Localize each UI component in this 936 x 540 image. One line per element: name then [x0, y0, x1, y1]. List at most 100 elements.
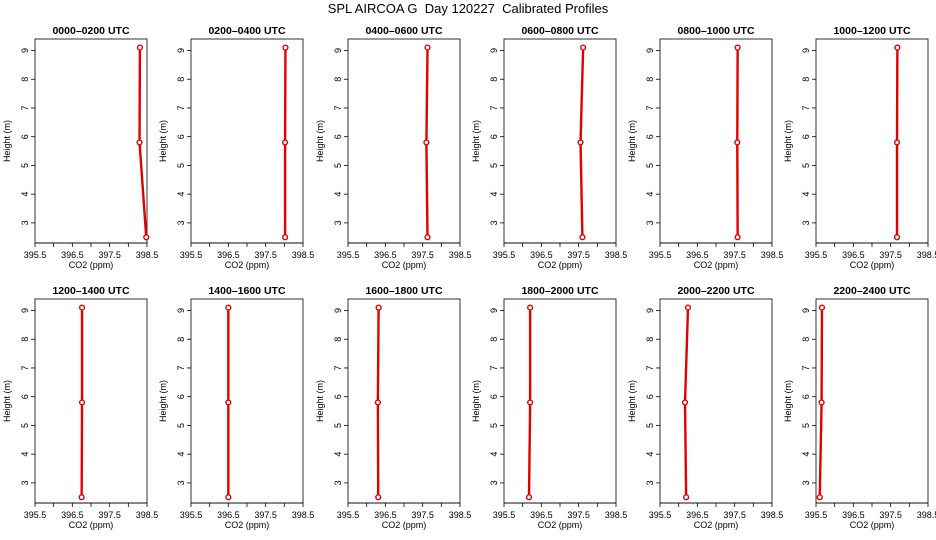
- x-tick-label: 395.5: [180, 250, 203, 260]
- y-tick-label: 3: [20, 480, 30, 485]
- x-tick-label: 397.5: [567, 250, 590, 260]
- profile-panel: 2200–2400 UTC 395.5 396.5 397.5 398.5 CO2 (pp…: [783, 285, 936, 530]
- plot-frame: [815, 298, 929, 504]
- x-axis-label: CO2 (ppm): [69, 260, 114, 270]
- y-tick-label: 5: [20, 423, 30, 428]
- x-tick-label: 397.5: [723, 250, 746, 260]
- panel-title: 0000–0200 UTC: [52, 25, 129, 37]
- x-tick-label: 398.5: [136, 510, 159, 520]
- x-tick-label: 395.5: [649, 250, 672, 260]
- y-tick-label: 9: [801, 48, 811, 53]
- y-tick-label: 5: [176, 163, 186, 168]
- x-tick-label: 395.5: [805, 510, 828, 520]
- y-tick-label: 3: [333, 220, 343, 225]
- y-tick-label: 6: [176, 394, 186, 399]
- data-point: [818, 399, 825, 406]
- y-tick-label: 5: [20, 163, 30, 168]
- data-point: [681, 399, 689, 406]
- x-tick-label: 395.5: [805, 250, 828, 260]
- x-tick-label: 397.5: [411, 250, 434, 260]
- x-tick-label: 397.5: [567, 510, 590, 520]
- profile-panel: 0200–0400 UTC 395.5 396.5 397.5 398.5 CO2 (pp…: [158, 25, 314, 270]
- x-tick-label: 398.5: [292, 510, 315, 520]
- x-tick-label: 396.5: [686, 250, 709, 260]
- y-tick-label: 6: [333, 394, 343, 399]
- profile-panel: 0400–0600 UTC 395.5 396.5 397.5 398.5 CO2 (pp…: [315, 25, 471, 270]
- x-tick-label: 395.5: [649, 510, 672, 520]
- data-point: [527, 304, 534, 311]
- panel-title: 0200–0400 UTC: [208, 25, 285, 37]
- panel-title: 1600–1800 UTC: [365, 285, 442, 297]
- data-point: [281, 139, 289, 146]
- y-tick-label: 8: [176, 337, 186, 342]
- y-tick-label: 3: [801, 480, 811, 485]
- data-point: [527, 399, 534, 406]
- data-point: [78, 494, 85, 501]
- y-tick-label: 8: [176, 77, 186, 82]
- x-tick-label: 396.5: [530, 510, 553, 520]
- plot-frame: [659, 298, 773, 504]
- y-tick-label: 7: [489, 365, 499, 370]
- panel-title: 0800–1000 UTC: [677, 25, 754, 37]
- y-axis-label: Height (m): [315, 380, 325, 422]
- y-tick-label: 5: [176, 423, 186, 428]
- y-tick-label: 8: [333, 77, 343, 82]
- y-tick-label: 9: [20, 308, 30, 313]
- data-point: [683, 494, 690, 501]
- data-point: [136, 44, 144, 51]
- y-tick-label: 6: [333, 134, 343, 139]
- y-tick-label: 4: [489, 192, 499, 197]
- y-tick-label: 7: [333, 105, 343, 110]
- data-point: [143, 234, 150, 241]
- y-axis-label: Height (m): [627, 380, 637, 422]
- x-tick-label: 395.5: [493, 250, 516, 260]
- y-tick-label: 8: [333, 337, 343, 342]
- y-tick-label: 8: [801, 337, 811, 342]
- data-point: [225, 304, 232, 311]
- data-point: [734, 44, 741, 51]
- y-tick-label: 4: [176, 192, 186, 197]
- plot-frame: [347, 298, 461, 504]
- x-tick-label: 398.5: [917, 250, 936, 260]
- y-tick-label: 5: [333, 423, 343, 428]
- panel-title: 1800–2000 UTC: [521, 285, 598, 297]
- y-tick-label: 4: [645, 452, 655, 457]
- profile-panel: 0000–0200 UTC 395.5 396.5 397.5 398.5 CO2 (pp…: [2, 25, 158, 270]
- y-tick-label: 9: [801, 308, 811, 313]
- plot-frame: [503, 298, 617, 504]
- x-axis-label: CO2 (ppm): [850, 260, 895, 270]
- x-tick-label: 395.5: [24, 250, 47, 260]
- panel-title: 1400–1600 UTC: [208, 285, 285, 297]
- page-title: SPL AIRCOA G Day 120227 Calibrated Profi…: [327, 1, 609, 16]
- y-tick-label: 5: [489, 163, 499, 168]
- y-tick-label: 6: [20, 134, 30, 139]
- y-tick-label: 7: [645, 365, 655, 370]
- y-tick-label: 9: [645, 308, 655, 313]
- y-tick-label: 3: [645, 480, 655, 485]
- y-tick-label: 4: [801, 452, 811, 457]
- plot-frame: [34, 38, 148, 244]
- y-tick-label: 5: [645, 163, 655, 168]
- x-tick-label: 396.5: [61, 250, 84, 260]
- y-axis-label: Height (m): [627, 120, 637, 162]
- y-axis-label: Height (m): [2, 380, 12, 422]
- panel-title: 1200–1400 UTC: [52, 285, 129, 297]
- y-tick-label: 3: [176, 480, 186, 485]
- plot-frame: [190, 298, 304, 504]
- y-tick-label: 7: [489, 105, 499, 110]
- plot-frame: [503, 38, 617, 244]
- y-tick-label: 8: [20, 337, 30, 342]
- y-tick-label: 6: [645, 134, 655, 139]
- x-tick-label: 395.5: [493, 510, 516, 520]
- y-tick-label: 4: [645, 192, 655, 197]
- data-point: [375, 304, 382, 311]
- x-tick-label: 397.5: [98, 510, 121, 520]
- y-tick-label: 7: [20, 105, 30, 110]
- data-point: [893, 139, 901, 146]
- x-tick-label: 398.5: [605, 510, 628, 520]
- x-tick-label: 398.5: [449, 250, 472, 260]
- data-point: [225, 494, 232, 501]
- x-tick-label: 398.5: [292, 250, 315, 260]
- data-point: [734, 234, 741, 241]
- y-tick-label: 9: [333, 308, 343, 313]
